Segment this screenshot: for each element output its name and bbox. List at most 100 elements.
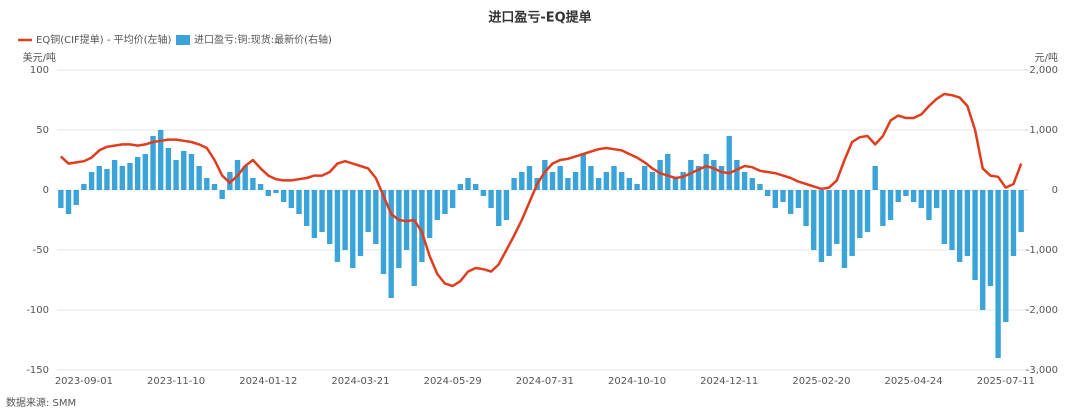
x-tick-label: 2025-04-24 xyxy=(885,376,943,387)
bar xyxy=(158,130,164,190)
x-tick-label: 2024-03-21 xyxy=(331,376,389,387)
bar xyxy=(419,190,425,262)
y-tick-label: -50 xyxy=(33,245,49,256)
bar xyxy=(426,190,433,238)
bar xyxy=(703,154,709,190)
bar xyxy=(795,190,802,208)
bar xyxy=(65,190,72,214)
bar xyxy=(327,190,333,244)
bar xyxy=(334,190,341,262)
bar xyxy=(680,172,686,190)
bar xyxy=(1018,190,1024,232)
bar xyxy=(642,166,648,190)
y-tick-label: -100 xyxy=(26,305,49,316)
x-tick-label: 2024-05-29 xyxy=(424,376,482,387)
bar xyxy=(772,190,779,208)
bar xyxy=(250,178,256,190)
bar xyxy=(273,190,279,193)
y2-tick-label: 1,000 xyxy=(1029,125,1058,136)
bar xyxy=(127,163,133,190)
bar xyxy=(964,190,971,256)
bar xyxy=(657,160,663,190)
y2-tick-label: -3,000 xyxy=(1026,365,1058,376)
bar xyxy=(503,190,510,220)
bar xyxy=(81,184,87,190)
legend-label[interactable]: 进口盈亏:铜:现货:最新价(右轴) xyxy=(194,33,332,46)
x-tick-label: 2024-07-31 xyxy=(516,376,574,387)
bar xyxy=(987,190,994,286)
bar xyxy=(1003,190,1009,322)
x-tick-label: 2024-01-12 xyxy=(239,376,297,387)
bar xyxy=(227,172,233,190)
bar xyxy=(941,190,948,244)
x-tick-label: 2025-02-20 xyxy=(792,376,850,387)
bar xyxy=(649,172,656,190)
bar xyxy=(995,190,1001,358)
bar xyxy=(726,136,732,190)
bar xyxy=(204,178,210,190)
bar xyxy=(280,190,287,202)
bar xyxy=(58,190,64,208)
bar xyxy=(980,190,986,310)
bar xyxy=(611,166,617,190)
bar xyxy=(257,184,264,190)
bar xyxy=(634,184,640,190)
bar xyxy=(957,190,963,262)
bar xyxy=(549,172,556,190)
y2-tick-label: 2,000 xyxy=(1029,65,1058,76)
bar xyxy=(580,154,586,190)
bar xyxy=(449,190,456,208)
bar xyxy=(442,190,448,214)
bar xyxy=(849,190,855,256)
bar xyxy=(380,190,387,274)
source-note: 数据来源: SMM xyxy=(6,396,76,409)
bar xyxy=(480,190,487,196)
y-tick-label: 0 xyxy=(43,185,49,196)
bar xyxy=(411,190,417,286)
bar xyxy=(242,166,248,190)
bar xyxy=(764,190,771,196)
bar xyxy=(296,190,302,214)
bar xyxy=(319,190,325,232)
bar xyxy=(834,190,840,244)
bar xyxy=(165,148,172,190)
bar xyxy=(373,190,379,244)
bar xyxy=(880,190,886,226)
bar xyxy=(73,190,79,205)
bar xyxy=(626,178,633,190)
y-tick-label: -150 xyxy=(26,365,49,376)
bar xyxy=(457,184,464,190)
bar xyxy=(119,166,125,190)
bar xyxy=(926,190,932,220)
bar xyxy=(473,184,479,190)
bar xyxy=(396,190,402,268)
bar xyxy=(188,154,195,190)
bar xyxy=(565,178,571,190)
bar xyxy=(588,166,594,190)
y-axis-unit: 美元/吨 xyxy=(23,51,56,64)
bar xyxy=(811,190,817,250)
bar xyxy=(741,172,748,190)
bar xyxy=(749,178,755,190)
bar xyxy=(88,172,95,190)
y2-axis-unit: 元/吨 xyxy=(1035,51,1058,64)
bar xyxy=(572,172,579,190)
bar xyxy=(818,190,825,262)
x-tick-label: 2024-10-10 xyxy=(608,376,666,387)
bar xyxy=(665,154,671,190)
bar xyxy=(150,136,156,190)
bar xyxy=(918,190,924,208)
legend-swatch xyxy=(176,35,190,45)
x-tick-label: 2023-11-10 xyxy=(147,376,205,387)
bar xyxy=(734,160,740,190)
bar xyxy=(595,178,602,190)
bar xyxy=(265,190,271,196)
bar xyxy=(780,190,786,202)
bar xyxy=(219,190,225,199)
y2-tick-label: -1,000 xyxy=(1026,245,1058,256)
legend-label[interactable]: EQ铜(CIF提单) - 平均价(左轴) xyxy=(36,33,172,46)
y2-tick-label: -2,000 xyxy=(1026,305,1058,316)
bar xyxy=(288,190,295,208)
